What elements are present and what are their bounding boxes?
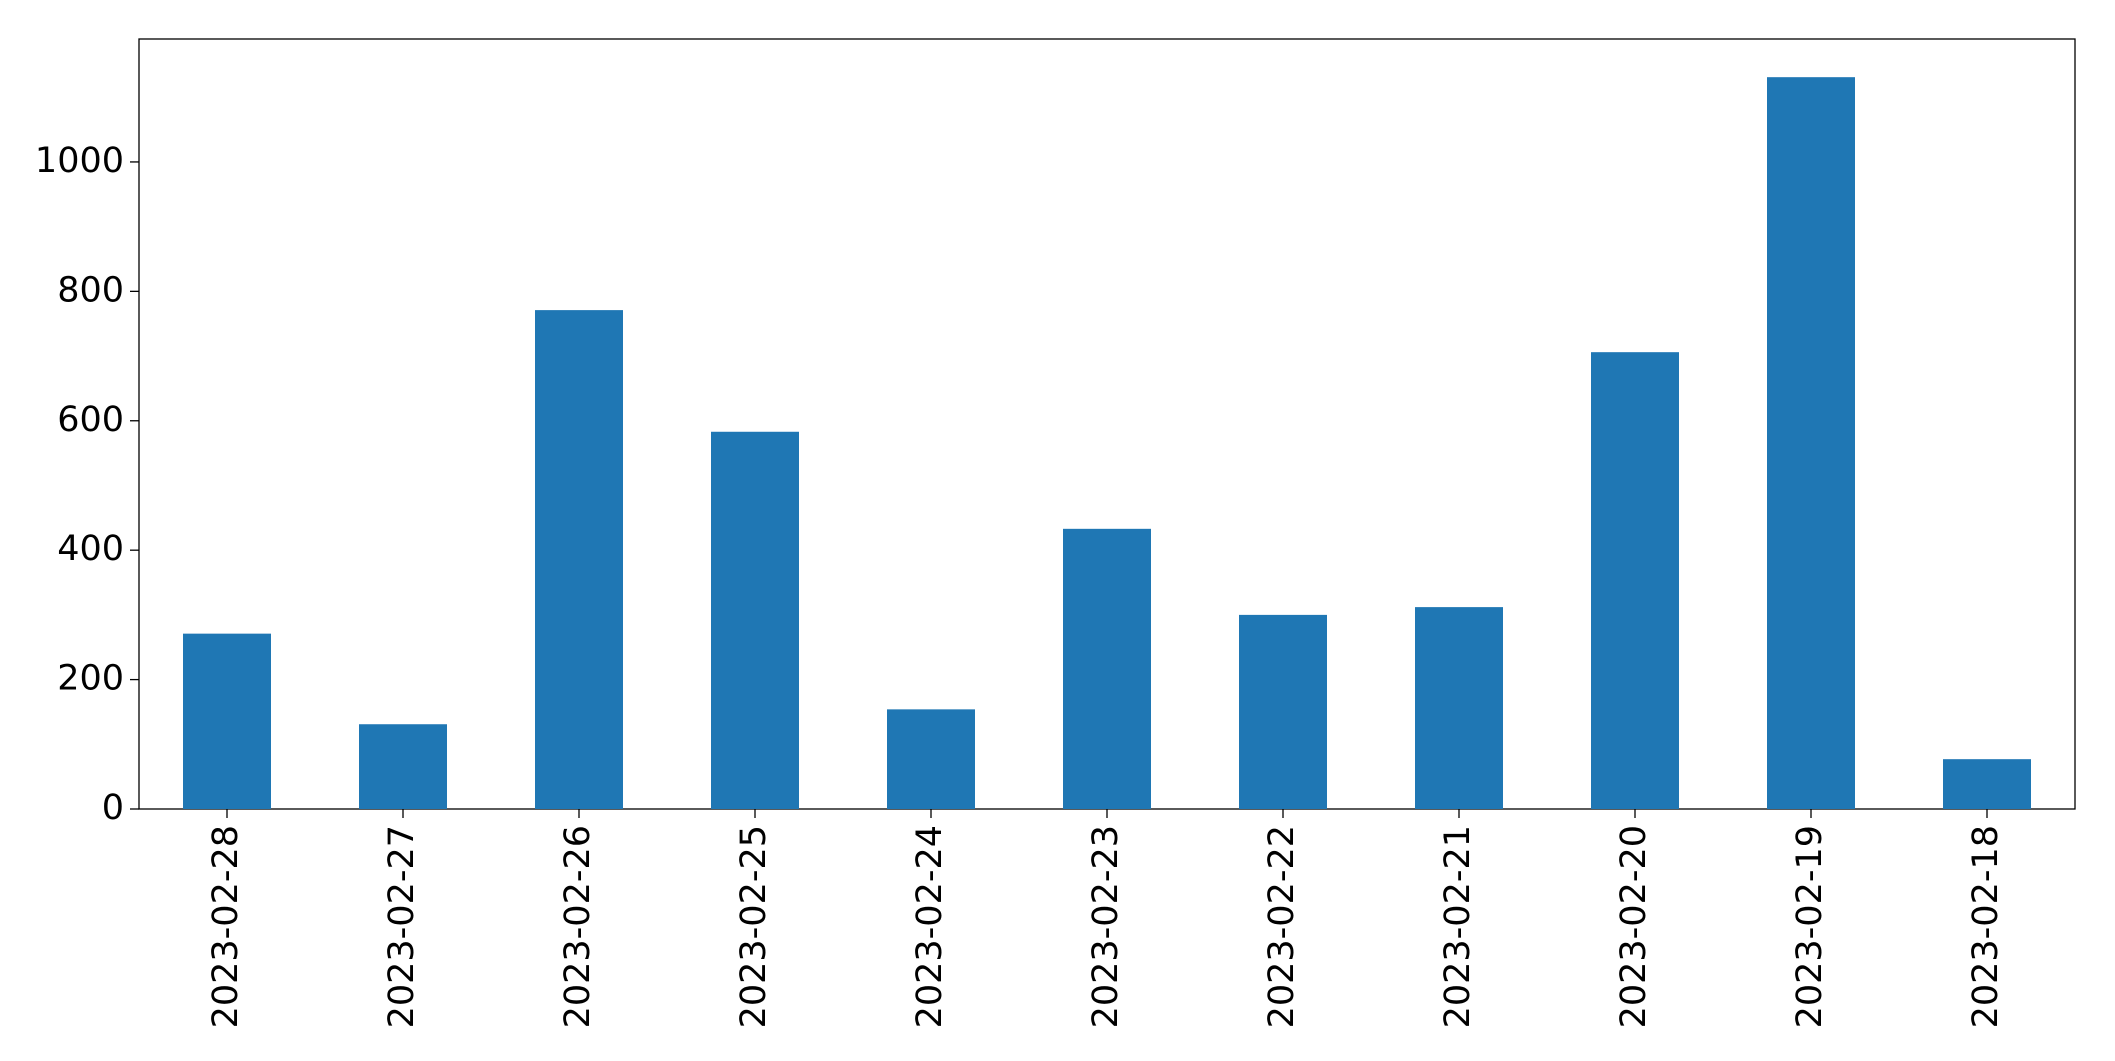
x-tick-label: 2023-02-23: [1086, 825, 1126, 1028]
x-tick-label: 2023-02-21: [1438, 825, 1478, 1028]
x-tick-label: 2023-02-26: [558, 825, 598, 1028]
y-tick-label: 200: [57, 659, 124, 699]
x-tick-label: 2023-02-18: [1966, 825, 2006, 1028]
bar: [535, 310, 623, 809]
bar: [1415, 607, 1503, 809]
x-tick-label: 2023-02-19: [1790, 825, 1830, 1028]
bar: [711, 431, 799, 809]
bar: [887, 709, 975, 809]
x-tick-label: 2023-02-25: [734, 825, 774, 1028]
bar: [1943, 759, 2031, 809]
x-tick-label: 2023-02-24: [910, 825, 950, 1028]
bar: [359, 724, 447, 809]
bar: [1239, 614, 1327, 809]
bar: [1063, 528, 1151, 809]
x-tick-label: 2023-02-27: [382, 825, 422, 1028]
bar: [183, 633, 271, 809]
x-tick-label: 2023-02-20: [1614, 825, 1654, 1028]
y-tick-label: 800: [57, 270, 124, 310]
y-tick-label: 1000: [35, 141, 124, 181]
bar: [1591, 352, 1679, 809]
y-tick-label: 400: [57, 529, 124, 569]
x-tick-label: 2023-02-28: [206, 825, 246, 1028]
y-tick-label: 0: [102, 788, 124, 828]
x-tick-label: 2023-02-22: [1262, 825, 1302, 1028]
y-tick-label: 600: [57, 400, 124, 440]
bar: [1767, 77, 1855, 810]
